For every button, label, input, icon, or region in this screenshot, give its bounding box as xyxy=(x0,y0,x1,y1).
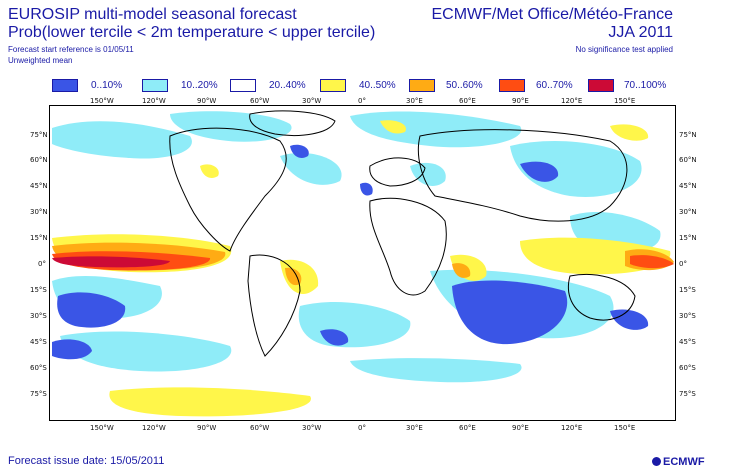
map-panel xyxy=(49,105,676,421)
lat-right-0: 0° xyxy=(679,260,687,268)
legend-label-2: 20..40% xyxy=(269,80,306,91)
logo-icon xyxy=(652,457,661,466)
legend-swatch-6 xyxy=(588,79,614,92)
lon-bottom-90w: 90°W xyxy=(197,424,217,432)
lat-right-60n: 60°N xyxy=(679,156,697,164)
lat-left-45s: 45°S xyxy=(30,338,47,346)
lat-left-15s: 15°S xyxy=(30,286,47,294)
lon-top-60w: 60°W xyxy=(250,97,270,105)
lon-top-30e: 30°E xyxy=(406,97,423,105)
lat-right-30n: 30°N xyxy=(679,208,697,216)
lon-bottom-60w: 60°W xyxy=(250,424,270,432)
lon-top-120w: 120°W xyxy=(142,97,166,105)
title-right: ECMWF/Met Office/Météo-France xyxy=(431,6,673,23)
lat-right-15n: 15°N xyxy=(679,234,697,242)
legend-swatch-5 xyxy=(499,79,525,92)
forecast-issue-date: Forecast issue date: 15/05/2011 xyxy=(8,455,165,467)
lon-top-120e: 120°E xyxy=(561,97,583,105)
lat-right-60s: 60°S xyxy=(679,364,696,372)
subtitle-right: JJA 2011 xyxy=(608,24,673,41)
lon-top-0: 0° xyxy=(358,97,366,105)
legend-label-5: 60..70% xyxy=(536,80,573,91)
layer-70-100 xyxy=(52,256,170,268)
lon-top-60e: 60°E xyxy=(459,97,476,105)
lat-right-75s: 75°S xyxy=(679,390,696,398)
probability-map xyxy=(52,110,674,417)
coastlines xyxy=(169,110,636,357)
lat-left-75s: 75°S xyxy=(30,390,47,398)
lat-left-15n: 15°N xyxy=(30,234,48,242)
note-start: Forecast start reference is 01/05/11 xyxy=(8,45,134,54)
lat-left-60s: 60°S xyxy=(30,364,47,372)
lat-left-30n: 30°N xyxy=(30,208,48,216)
lon-top-150w: 150°W xyxy=(90,97,114,105)
lat-right-45n: 45°N xyxy=(679,182,697,190)
legend-label-1: 10..20% xyxy=(181,80,218,91)
legend-label-6: 70..100% xyxy=(624,80,667,91)
note-significance: No significance test applied xyxy=(575,45,673,54)
lon-bottom-0: 0° xyxy=(358,424,366,432)
legend-swatch-2 xyxy=(230,79,256,92)
lon-bottom-60e: 60°E xyxy=(459,424,476,432)
lat-right-75n: 75°N xyxy=(679,131,697,139)
lat-left-0: 0° xyxy=(38,260,46,268)
title-left: EUROSIP multi-model seasonal forecast xyxy=(8,6,297,23)
lon-top-90w: 90°W xyxy=(197,97,217,105)
ecmwf-logo: ECMWF xyxy=(652,456,705,468)
lat-left-45n: 45°N xyxy=(30,182,48,190)
lon-top-90e: 90°E xyxy=(512,97,529,105)
lon-bottom-150e: 150°E xyxy=(614,424,636,432)
layer-0-10 xyxy=(52,144,649,360)
lat-left-60n: 60°N xyxy=(30,156,48,164)
lat-left-75n: 75°N xyxy=(30,131,48,139)
lon-top-150e: 150°E xyxy=(614,97,636,105)
legend-swatch-4 xyxy=(409,79,435,92)
lon-bottom-30e: 30°E xyxy=(406,424,423,432)
legend-label-4: 50..60% xyxy=(446,80,483,91)
legend-swatch-1 xyxy=(142,79,168,92)
lat-left-30s: 30°S xyxy=(30,312,47,320)
lat-right-15s: 15°S xyxy=(679,286,696,294)
lat-right-30s: 30°S xyxy=(679,312,696,320)
lon-bottom-120e: 120°E xyxy=(561,424,583,432)
lon-bottom-30w: 30°W xyxy=(302,424,322,432)
note-mean: Unweighted mean xyxy=(8,56,73,65)
lon-bottom-120w: 120°W xyxy=(142,424,166,432)
legend-swatch-0 xyxy=(52,79,78,92)
legend-label-0: 0..10% xyxy=(91,80,123,91)
legend-swatch-3 xyxy=(320,79,346,92)
lon-bottom-150w: 150°W xyxy=(90,424,114,432)
lon-bottom-90e: 90°E xyxy=(512,424,529,432)
subtitle-left: Prob(lower tercile < 2m temperature < up… xyxy=(8,24,376,41)
lat-right-45s: 45°S xyxy=(679,338,696,346)
legend-label-3: 40..50% xyxy=(359,80,396,91)
lon-top-30w: 30°W xyxy=(302,97,322,105)
